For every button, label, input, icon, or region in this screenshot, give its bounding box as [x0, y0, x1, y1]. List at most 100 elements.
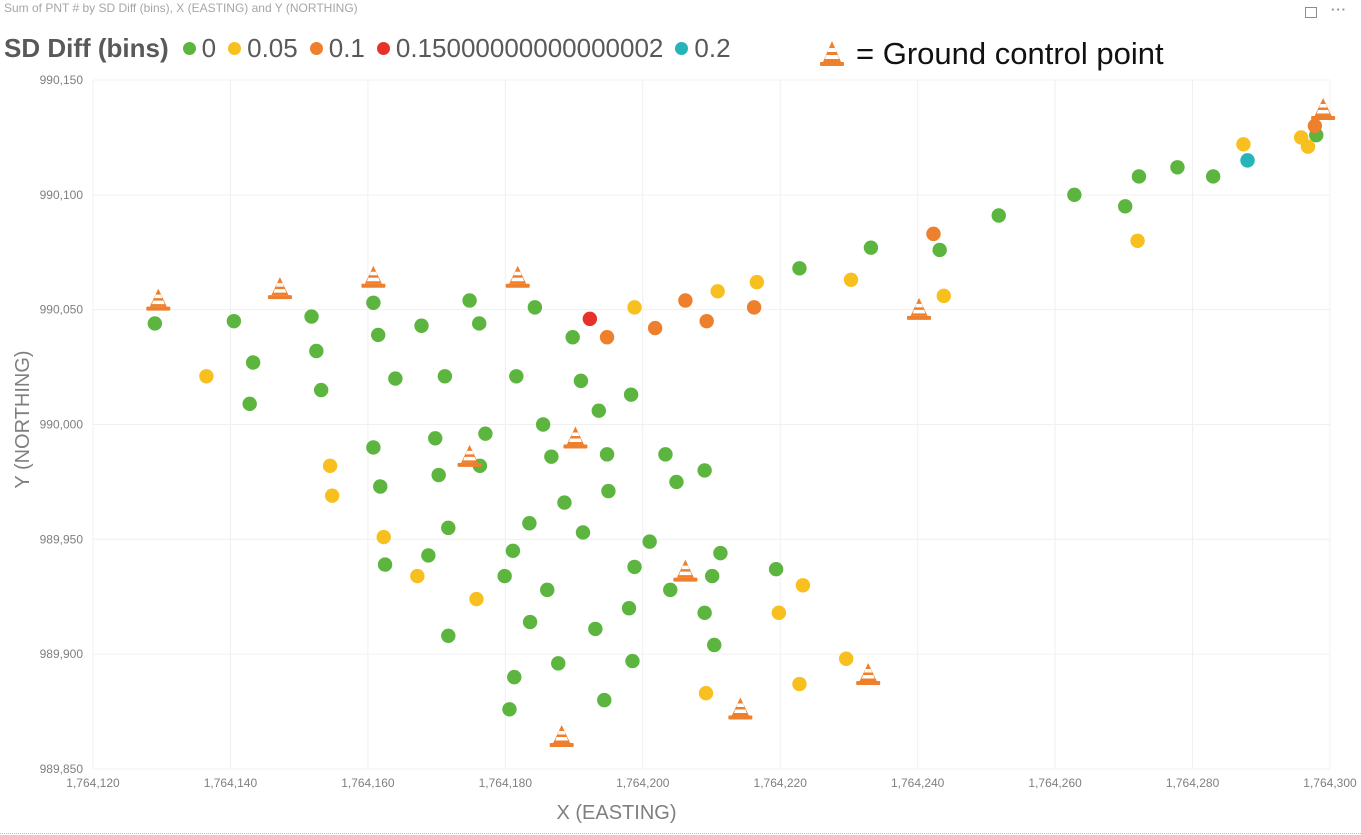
data-point-0 — [932, 242, 947, 258]
data-point-0.05 — [1300, 139, 1316, 154]
data-point-0 — [601, 483, 616, 499]
data-point-0 — [414, 318, 429, 333]
legend-marker — [376, 41, 390, 55]
visual-bottom-border — [0, 833, 1361, 834]
data-point-0.05 — [749, 274, 765, 290]
data-point-0 — [478, 426, 493, 441]
data-point-0 — [462, 293, 477, 308]
legend-item-0.05[interactable]: 0.05 — [228, 33, 298, 64]
data-point-0 — [472, 316, 487, 331]
x-tick-label: 1,764,140 — [204, 776, 258, 790]
data-point-0.1 — [647, 320, 663, 336]
data-point-0 — [1118, 199, 1133, 214]
data-point-0 — [522, 614, 538, 630]
x-tick-label: 1,764,260 — [1028, 776, 1082, 790]
data-point-0.05 — [838, 651, 854, 666]
data-point-0.05 — [771, 605, 787, 621]
data-point-0 — [1170, 160, 1185, 175]
cone-base — [361, 283, 386, 288]
ground-control-point-icon — [728, 697, 753, 720]
data-point-0 — [623, 387, 639, 402]
cone-stripe — [912, 309, 926, 314]
data-point-0 — [697, 463, 712, 478]
legend-label: 0.1 — [328, 32, 365, 63]
data-point-0.05 — [469, 591, 484, 607]
ground-control-point-icon — [856, 663, 881, 686]
legend-label: 0.2 — [694, 32, 731, 63]
ground-control-point-icon — [563, 426, 588, 449]
cone-base — [563, 444, 588, 449]
y-tick-label: 989,950 — [40, 532, 84, 546]
data-point-0 — [540, 582, 555, 598]
ground-control-point-icon — [907, 297, 932, 320]
cone-base — [1311, 116, 1336, 121]
data-point-0 — [707, 637, 722, 653]
data-point-0 — [575, 525, 591, 540]
cone-base — [267, 295, 292, 300]
cone-stripe — [275, 283, 284, 287]
data-point-0 — [497, 568, 512, 584]
cone-stripe — [861, 675, 875, 679]
cone-stripe — [1316, 110, 1330, 114]
y-tick-label: 989,900 — [40, 647, 84, 661]
data-point-0 — [863, 240, 879, 255]
data-point-0 — [544, 449, 559, 464]
x-tick-label: 1,764,180 — [479, 776, 533, 790]
more-options-icon[interactable]: ··· — [1331, 2, 1347, 17]
cone-base — [856, 681, 881, 686]
legend-item-0.15[interactable]: 0.15000000000000002 — [376, 33, 663, 64]
legend-item-0[interactable]: 0 — [182, 33, 216, 64]
data-point-0 — [309, 343, 324, 359]
data-point-0 — [621, 601, 637, 616]
data-point-0 — [597, 692, 612, 708]
data-point-0.2 — [1240, 153, 1255, 168]
data-point-0 — [226, 313, 242, 329]
data-point-0 — [1205, 169, 1221, 184]
ground-control-point-key: = Ground control point — [820, 36, 1164, 72]
data-point-0 — [505, 543, 521, 559]
data-point-0 — [527, 300, 543, 315]
data-point-0 — [522, 516, 537, 531]
cone-base — [728, 715, 753, 720]
x-axis-title: X (EASTING) — [556, 802, 676, 824]
data-point-0 — [658, 447, 673, 462]
data-point-0.1 — [926, 226, 941, 242]
cone-base — [505, 283, 530, 288]
data-point-0 — [421, 548, 436, 563]
legend-item-0.1[interactable]: 0.1 — [309, 32, 365, 64]
data-point-0.05 — [324, 488, 340, 503]
cone-base — [673, 577, 698, 582]
ground-control-point-icon — [673, 559, 698, 582]
data-point-0 — [370, 327, 386, 343]
legend-item-0.2[interactable]: 0.2 — [675, 32, 731, 64]
data-point-0 — [507, 669, 522, 685]
data-point-0.1 — [599, 330, 615, 345]
data-point-0 — [313, 382, 329, 398]
data-point-0 — [502, 702, 517, 717]
ground-control-point-icon — [146, 288, 171, 311]
x-tick-label: 1,764,300 — [1303, 776, 1357, 790]
cone-stripe — [463, 456, 476, 461]
data-point-0.05 — [376, 529, 391, 545]
focus-mode-icon[interactable] — [1305, 7, 1317, 18]
traffic-cone-icon — [820, 41, 844, 66]
x-tick-label: 1,764,120 — [66, 776, 120, 790]
cone-stripe — [273, 289, 287, 293]
ground-control-point-icon — [549, 725, 574, 748]
data-point-0 — [697, 605, 712, 621]
data-point-0 — [599, 447, 615, 462]
x-tick-label: 1,764,220 — [754, 776, 808, 790]
legend-title: SD Diff (bins) — [4, 32, 169, 63]
data-point-0 — [366, 440, 381, 455]
data-point-0 — [792, 261, 807, 276]
data-point-0 — [431, 467, 446, 483]
data-point-0.1 — [699, 313, 714, 329]
y-tick-label: 990,150 — [40, 73, 84, 87]
data-point-0 — [588, 621, 603, 637]
y-tick-label: 990,000 — [40, 418, 84, 432]
data-point-0 — [663, 582, 678, 598]
legend-marker — [309, 41, 323, 55]
data-point-0 — [509, 369, 524, 384]
x-tick-label: 1,764,280 — [1166, 776, 1220, 790]
